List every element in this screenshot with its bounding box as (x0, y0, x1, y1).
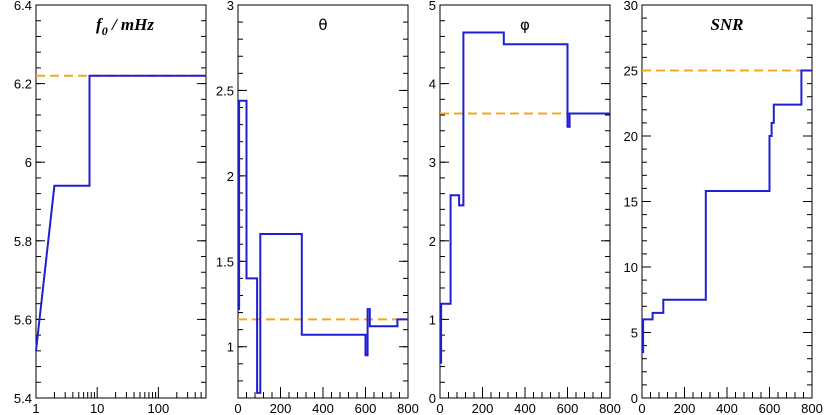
snr-ytick-label: 5 (631, 326, 638, 341)
f0-series-line (35, 74, 206, 351)
phi-xtick-label: 600 (557, 401, 579, 415)
theta-panel-title: θ (318, 16, 327, 34)
phi-ytick-label: 4 (429, 77, 436, 92)
snr-xtick-label: 200 (674, 401, 696, 415)
f0-plot-frame (35, 4, 207, 399)
theta-xtick-label: 0 (234, 401, 241, 415)
phi-ytick-label: 0 (429, 391, 436, 406)
theta-series-line (238, 99, 408, 394)
theta-ytick-label: 3 (227, 0, 234, 13)
theta-xtick-label: 400 (312, 401, 334, 415)
phi-panel-title: φ (520, 16, 530, 34)
f0-xtick-label: 100 (148, 401, 170, 415)
phi-xtick-label: 200 (472, 401, 494, 415)
phi-plot-frame (439, 4, 611, 399)
theta-xtick-label: 600 (355, 401, 377, 415)
snr-ytick-label: 15 (624, 195, 638, 210)
phi-series-line (440, 31, 610, 364)
snr-xtick-label: 800 (801, 401, 823, 415)
f0-ytick-label: 6.4 (14, 0, 32, 13)
phi-xtick-label: 0 (436, 401, 443, 415)
theta-xtick-label: 800 (397, 401, 419, 415)
snr-ytick-label: 20 (624, 129, 638, 144)
snr-panel-title: SNR (710, 15, 743, 34)
snr-ytick-label: 0 (631, 391, 638, 406)
snr-xtick-label: 0 (638, 401, 645, 415)
snr-ytick-label: 10 (624, 260, 638, 275)
title-f: f (96, 15, 104, 34)
phi-ytick-label: 1 (429, 312, 436, 327)
phi-xtick-label: 800 (599, 401, 621, 415)
phi-xtick-label: 400 (514, 401, 536, 415)
f0-ytick-label: 6 (25, 155, 32, 170)
snr-plot-frame (641, 4, 813, 399)
theta-ytick-label: 2.5 (216, 83, 234, 98)
snr-xtick-label: 400 (716, 401, 738, 415)
f0-xtick-label: 1 (32, 401, 39, 415)
panel-theta: 1 1.5 2 2.5 3 0 200 400 600 800 θ (216, 0, 419, 415)
snr-xtick-label: 600 (759, 401, 781, 415)
f0-xtick-label: 10 (90, 401, 104, 415)
theta-ytick-label: 2 (227, 169, 234, 184)
theta-plot-frame (237, 4, 409, 399)
title-subscript: 0 (102, 24, 108, 38)
phi-ytick-label: 2 (429, 234, 436, 249)
phi-ytick-label: 5 (429, 0, 436, 13)
f0-ytick-label: 5.8 (14, 234, 32, 249)
snr-series-line (642, 69, 812, 354)
f0-ytick-label: 5.4 (14, 391, 32, 406)
snr-ytick-label: 30 (624, 0, 638, 13)
theta-xtick-label: 200 (270, 401, 292, 415)
f0-ytick-label: 5.6 (14, 312, 32, 327)
panel-f0: 5.4 5.6 5.8 6 6.2 6.4 1 10 100 f0 / mHz (14, 0, 207, 415)
theta-ytick-label: 1.5 (216, 254, 234, 269)
title-units: / mHz (108, 15, 155, 34)
theta-ytick-label: 1 (227, 340, 234, 355)
snr-ytick-label: 25 (624, 64, 638, 79)
phi-ytick-label: 3 (429, 155, 436, 170)
f0-panel-title: f0 / mHz (96, 15, 154, 38)
panel-phi: 0 1 2 3 4 5 0 200 400 600 800 φ (429, 0, 621, 415)
f0-ytick-label: 6.2 (14, 77, 32, 92)
panel-snr: 0 5 10 15 20 25 30 0 200 400 600 800 SNR (624, 0, 823, 415)
